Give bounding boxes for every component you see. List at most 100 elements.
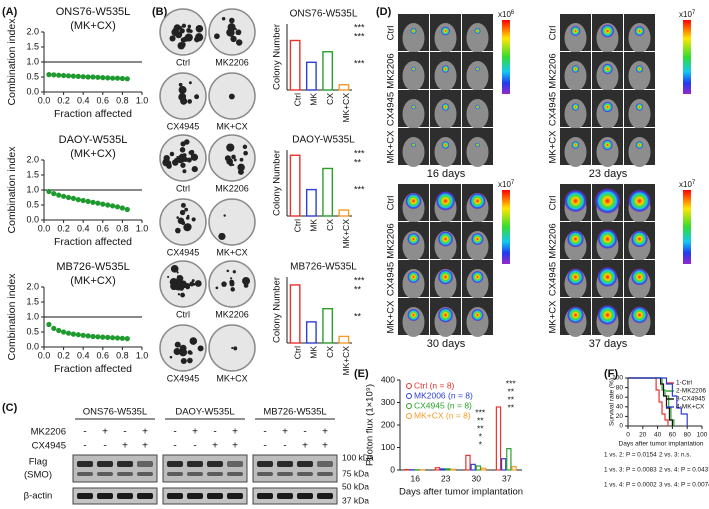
sign: + (192, 427, 198, 438)
point (100, 334, 106, 340)
band (97, 472, 113, 476)
colony (184, 207, 189, 212)
blot-flag (252, 454, 338, 483)
row-label: MK+CX (386, 300, 397, 334)
signal (438, 307, 453, 323)
chart-title: ONS76-W535L (290, 9, 358, 20)
cell-line: MB726-W535L (263, 407, 326, 418)
bar (511, 466, 517, 471)
x-tick-label: 0 (626, 432, 630, 439)
x-tick-label: CX (325, 93, 335, 105)
point (46, 72, 52, 78)
significance: *** (354, 58, 365, 68)
marker: 50 kDa (342, 481, 369, 491)
cell-line: ONS76-W535L (83, 407, 147, 418)
x-tick-label: 0.0 (38, 223, 51, 233)
plate-label: MK2206 (215, 309, 249, 319)
band (227, 493, 243, 499)
plate-label: MK2206 (215, 57, 249, 67)
signal (597, 229, 618, 249)
signal (635, 103, 644, 111)
point (95, 334, 101, 340)
scale-base: x10 (498, 10, 511, 19)
mouse (564, 61, 587, 91)
plate-label: CX4945 (167, 373, 200, 383)
signal (441, 65, 450, 73)
y-label: Combination index (6, 146, 18, 234)
point (80, 74, 86, 80)
signal (567, 306, 584, 324)
point (85, 198, 91, 204)
plate-label: MK+CX (216, 247, 247, 257)
colony (173, 348, 181, 356)
colony (191, 165, 198, 173)
point (110, 75, 116, 81)
x-label: Days after tumor implantation (619, 441, 704, 448)
x-tick-label: 0.8 (116, 95, 129, 105)
signal (471, 271, 484, 283)
colony (188, 81, 192, 85)
point (56, 72, 62, 78)
mouse (466, 61, 489, 91)
point (61, 193, 67, 199)
point (90, 333, 96, 340)
signal (411, 66, 416, 72)
signal (441, 141, 450, 149)
x-tick-label: 1.0 (136, 350, 149, 360)
colony (235, 29, 242, 36)
stat: 3 vs. 4: P = 0.0074 (659, 482, 709, 489)
legend-label: MK+CX (n = 8) (414, 410, 471, 420)
y-label: Survival rate (%) (609, 378, 616, 426)
point (65, 73, 72, 79)
sign: - (213, 427, 216, 438)
signal (631, 230, 648, 248)
x-tick-label: 16 (411, 473, 421, 483)
x-tick-label: 0.0 (38, 95, 51, 105)
significance: *** (354, 31, 365, 41)
point (105, 202, 111, 208)
mouse (564, 23, 587, 53)
mouse (628, 61, 651, 91)
band (137, 493, 153, 499)
colony (182, 153, 187, 158)
band (317, 472, 333, 476)
bar (289, 284, 301, 344)
x-tick-label: 37 (502, 473, 512, 483)
signal (475, 66, 480, 72)
sign: - (173, 441, 176, 452)
x-label: Fraction affected (54, 363, 132, 375)
signal (567, 230, 584, 248)
row-label: CX4945 (386, 92, 397, 126)
x-tick-label: 40 (654, 432, 662, 439)
colony (170, 265, 179, 273)
colony (182, 169, 187, 174)
signal (475, 104, 480, 110)
band (207, 472, 223, 476)
blot-label: (SMO) (24, 470, 52, 481)
colony (195, 38, 200, 42)
sign: - (263, 427, 266, 438)
colony (177, 41, 185, 50)
signal (635, 141, 644, 149)
colorbar (502, 20, 510, 94)
mouse (466, 137, 489, 167)
x-tick-label: 1.0 (136, 95, 149, 105)
band (137, 461, 153, 467)
point (90, 199, 96, 205)
colorbar (502, 190, 510, 264)
y-tick-label: 2.0 (26, 26, 39, 36)
colony (197, 345, 204, 352)
colony (229, 17, 235, 24)
y-label: Colony Number (272, 150, 283, 216)
colony (194, 280, 202, 287)
row-label: MK+CX (548, 300, 559, 334)
colony (176, 274, 184, 282)
panel-label: (B) (152, 6, 168, 18)
legend-marker (406, 413, 412, 419)
x-label: Fraction affected (54, 108, 132, 120)
x-tick-label: 0.6 (97, 223, 110, 233)
colony (180, 292, 185, 298)
chart-subtitle: (MK+CX) (70, 20, 116, 32)
point (100, 201, 106, 207)
point (95, 74, 101, 80)
